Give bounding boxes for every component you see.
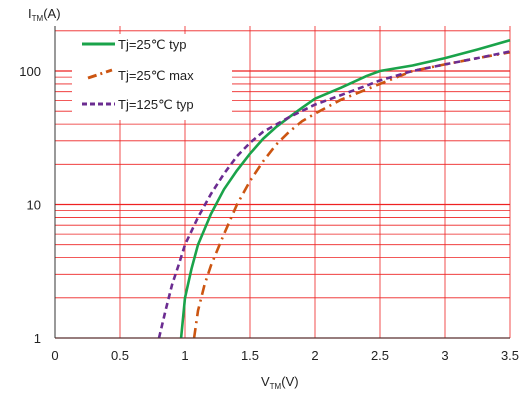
legend: Tj=25℃ typ Tj=25℃ max Tj=125℃ typ (72, 34, 232, 120)
x-tick-label: 3.5 (501, 348, 519, 363)
legend-label-tj25-typ: Tj=25℃ typ (118, 37, 186, 52)
x-tick-label: 1 (181, 348, 188, 363)
legend-box (72, 34, 232, 120)
x-axis-title: VTM(V) (261, 374, 299, 391)
y-tick-label: 100 (19, 64, 41, 79)
series-line-1 (192, 51, 511, 339)
x-tick-label: 3 (441, 348, 448, 363)
series-lines (157, 38, 511, 339)
y-tick-label: 10 (27, 198, 41, 213)
series-line-2 (157, 50, 511, 339)
grid (54, 26, 511, 339)
legend-label-tj25-max: Tj=25℃ max (118, 68, 194, 83)
x-tick-label: 0.5 (111, 348, 129, 363)
x-tick-label: 2.5 (371, 348, 389, 363)
legend-swatch-tj25-max (87, 68, 113, 80)
legend-label-tj125-typ: Tj=125℃ typ (118, 97, 194, 112)
series-line-0 (179, 38, 511, 339)
axes: 0 0.5 1 1.5 2 2.5 3 3.5 1 10 100 (19, 26, 519, 363)
y-tick-label: 1 (34, 331, 41, 346)
x-tick-label: 1.5 (241, 348, 259, 363)
x-tick-label: 2 (311, 348, 318, 363)
y-axis-title: ITM(A) (28, 6, 61, 23)
x-tick-label: 0 (51, 348, 58, 363)
